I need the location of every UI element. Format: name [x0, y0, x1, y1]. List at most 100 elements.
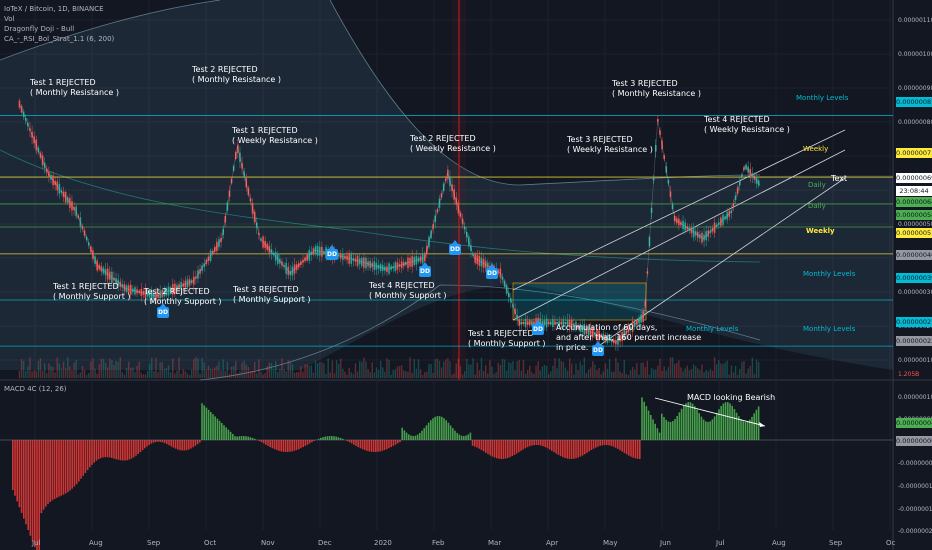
- macd-bar: [430, 420, 432, 440]
- macd-bar: [326, 436, 329, 440]
- volume-bar: [678, 360, 680, 378]
- volume-bar: [600, 374, 602, 378]
- candle-body: [589, 328, 592, 336]
- candle-body: [113, 277, 115, 281]
- candle-body: [230, 178, 233, 184]
- volume-bar: [109, 358, 111, 378]
- macd-bar: [652, 419, 654, 440]
- dd-marker[interactable]: DD: [532, 320, 544, 335]
- volume-bar: [329, 372, 331, 378]
- candle-body: [417, 257, 420, 262]
- dd-marker[interactable]: DD: [419, 262, 431, 277]
- volume-bar: [169, 372, 172, 378]
- candle-body: [409, 257, 411, 267]
- volume-bar: [274, 361, 277, 378]
- macd-bar: [73, 440, 76, 487]
- time-tick-label: Feb: [432, 539, 445, 547]
- candle-body: [226, 202, 229, 211]
- macd-bar: [45, 440, 47, 507]
- volume-bar: [75, 360, 77, 378]
- volume-bar: [333, 373, 336, 378]
- level-label-monthly-channel: Monthly Levels: [686, 325, 739, 333]
- volume-bar: [316, 363, 319, 378]
- volume-bar: [466, 358, 468, 378]
- annotation-test2-monthly-support: Test 2 REJECTED( Monthly Support ): [144, 287, 222, 306]
- candle-body: [48, 171, 50, 178]
- volume-bar: [388, 360, 390, 378]
- macd-bar: [247, 436, 249, 440]
- candle-body: [33, 136, 35, 144]
- dd-marker[interactable]: DD: [326, 245, 338, 260]
- dd-marker[interactable]: DD: [449, 240, 461, 255]
- volume-bar: [585, 373, 588, 378]
- candle-body: [543, 320, 546, 326]
- volume-bar: [547, 374, 550, 378]
- candle-body: [678, 218, 680, 226]
- candle-body: [379, 264, 382, 271]
- volume-bar: [85, 374, 88, 378]
- volume-bar: [629, 370, 632, 378]
- macd-bar: [293, 440, 296, 451]
- candle-body: [169, 287, 172, 293]
- level-label-monthly-top: Monthly Levels: [796, 94, 849, 102]
- volume-bar: [730, 365, 733, 378]
- macd-bar: [482, 440, 485, 452]
- macd-bar: [509, 440, 511, 458]
- volume-bar: [153, 371, 155, 378]
- volume-bar: [104, 362, 107, 378]
- macd-bar: [436, 416, 439, 440]
- macd-bar: [304, 440, 307, 446]
- level-label-weekly-top: Weekly: [803, 145, 829, 153]
- volume-bar: [188, 374, 191, 378]
- volume-bar: [455, 363, 457, 378]
- volume-bar: [571, 363, 573, 378]
- candle-body: [56, 181, 59, 191]
- macd-bar: [139, 440, 142, 453]
- candle-body: [617, 336, 619, 345]
- macd-bar: [751, 416, 753, 440]
- volume-bar: [232, 366, 235, 378]
- macd-bar: [386, 440, 388, 450]
- dd-marker[interactable]: DD: [486, 264, 498, 279]
- volume-bar: [405, 371, 407, 378]
- candle-body: [688, 227, 691, 231]
- volume-bar: [102, 358, 105, 378]
- macd-bar: [86, 440, 89, 471]
- candle-body: [545, 318, 548, 328]
- candle-body: [279, 258, 281, 264]
- candle-body: [459, 212, 462, 217]
- candle-body: [690, 227, 693, 234]
- macd-bar: [258, 440, 260, 441]
- macd-bar: [218, 420, 221, 440]
- macd-bar: [124, 440, 126, 461]
- macd-bar: [38, 440, 40, 550]
- candle-body: [237, 144, 239, 153]
- macd-bar: [493, 440, 496, 458]
- volume-bar: [703, 372, 705, 378]
- macd-bar: [229, 431, 232, 440]
- volume-bar: [151, 357, 153, 378]
- macd-bar: [100, 440, 102, 459]
- macd-bar: [49, 440, 51, 503]
- volume-bar: [264, 372, 266, 378]
- dd-marker[interactable]: DD: [157, 303, 169, 318]
- candle-body: [337, 254, 340, 257]
- candle-body: [94, 256, 96, 265]
- volume-bar: [73, 362, 75, 378]
- macd-bar: [518, 440, 520, 453]
- macd-bar: [544, 440, 546, 448]
- candle-body: [549, 321, 552, 325]
- volume-bar: [407, 371, 409, 378]
- volume-bar: [440, 367, 443, 378]
- volume-bar: [550, 371, 552, 378]
- dd-marker[interactable]: DD: [592, 341, 604, 356]
- macd-bar: [665, 419, 667, 440]
- macd-bar: [25, 440, 27, 525]
- volume-bar: [375, 367, 378, 378]
- macd-bar: [14, 440, 16, 496]
- level-label-weekly-bottom: Weekly: [806, 227, 835, 235]
- candle-body: [522, 322, 525, 325]
- volume-bar: [627, 374, 630, 378]
- candle-body: [596, 329, 598, 340]
